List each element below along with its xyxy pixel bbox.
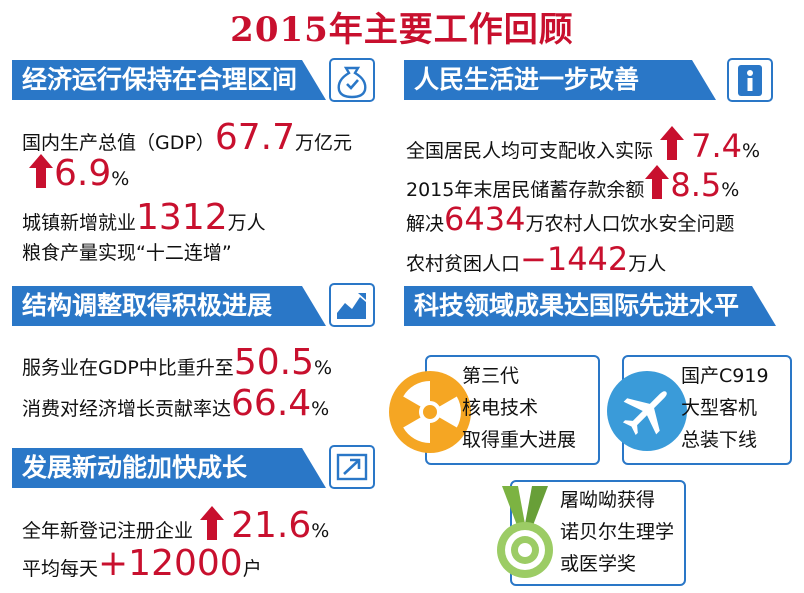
- poverty-prefix: 农村贫困人口: [406, 253, 521, 275]
- poverty-unit: 万人: [628, 253, 667, 275]
- nuclear-line-3: 取得重大进展: [462, 429, 577, 451]
- up-arrow-icon: [660, 126, 685, 160]
- up-arrow-icon: [200, 506, 225, 540]
- section-heading-structure: 结构调整取得积极进展: [12, 286, 326, 326]
- medal-icon: [492, 484, 558, 584]
- service-value: 50.5: [233, 342, 314, 383]
- section-heading-momentum: 发展新动能加快成长: [12, 448, 326, 488]
- gdp-line: 国内生产总值（GDP）67.7万亿元: [22, 120, 352, 156]
- aircraft-line-3: 总装下线: [681, 429, 758, 451]
- gdp-unit: 万亿元: [294, 132, 352, 154]
- gdp-growth-line: 6.9%: [28, 153, 129, 192]
- radiation-icon: [388, 370, 472, 454]
- water-prefix: 解决: [406, 213, 445, 235]
- nobel-line-2: 诺贝尔生理学: [560, 521, 675, 543]
- jobs-prefix: 城镇新增就业: [22, 212, 137, 234]
- aircraft-text: 国产C919 大型客机 总装下线: [681, 360, 769, 456]
- water-suffix: 万农村人口饮水安全问题: [525, 213, 735, 235]
- enterprise-line: 全年新登记注册企业 21.6%: [22, 505, 329, 544]
- enterprise-unit: %: [311, 520, 330, 542]
- jobs-line: 城镇新增就业1312万人: [22, 200, 266, 236]
- money-bag-icon: [329, 58, 375, 102]
- enterprise-prefix: 全年新登记注册企业: [22, 520, 194, 542]
- aircraft-line-1: 国产C919: [681, 365, 769, 387]
- daily-prefix: 平均每天: [22, 558, 99, 580]
- nobel-line-1: 屠呦呦获得: [560, 489, 656, 511]
- savings-unit: %: [721, 179, 740, 201]
- up-arrow-icon: [29, 154, 53, 188]
- consumption-value: 66.4: [231, 383, 312, 424]
- poverty-value: −1442: [520, 240, 629, 278]
- nuclear-text: 第三代 核电技术 取得重大进展: [462, 360, 576, 456]
- jobs-unit: 万人: [227, 212, 266, 234]
- income-value: 7.4: [691, 127, 742, 165]
- airplane-icon: [606, 370, 688, 452]
- income-unit: %: [742, 140, 761, 162]
- income-prefix: 全国居民人均可支配收入实际: [406, 140, 654, 162]
- gdp-prefix: 国内生产总值（GDP）: [22, 132, 215, 154]
- gdp-growth-value: 6.9: [54, 153, 112, 194]
- section-heading-tech: 科技领域成果达国际先进水平: [404, 286, 776, 326]
- jobs-value: 1312: [136, 197, 228, 238]
- daily-line: 平均每天+12000户: [22, 546, 262, 582]
- area-chart-icon: [329, 283, 375, 327]
- section-heading-livelihood: 人民生活进一步改善: [404, 60, 716, 100]
- income-line: 全国居民人均可支配收入实际 7.4%: [406, 125, 760, 162]
- nuclear-line-2: 核电技术: [462, 397, 539, 419]
- up-arrow-icon: [645, 165, 670, 199]
- poverty-line: 农村贫困人口−1442万人: [406, 243, 666, 275]
- savings-value: 8.5: [670, 166, 722, 204]
- page-title: 2015年主要工作回顾: [230, 10, 574, 50]
- consumption-line: 消费对经济增长贡献率达66.4%: [22, 386, 329, 422]
- gdp-growth-unit: %: [111, 168, 130, 190]
- savings-line: 2015年末居民储蓄存款余额 8.5%: [406, 164, 739, 201]
- nobel-text: 屠呦呦获得 诺贝尔生理学 或医学奖: [560, 484, 674, 580]
- person-info-icon: [727, 58, 773, 102]
- trend-up-icon: [329, 445, 375, 489]
- service-prefix: 服务业在GDP中比重升至: [22, 357, 234, 379]
- enterprise-value: 21.6: [231, 505, 312, 546]
- aircraft-line-2: 大型客机: [681, 397, 758, 419]
- section-heading-economy: 经济运行保持在合理区间: [12, 60, 326, 100]
- water-value: 6434: [444, 200, 526, 238]
- consumption-prefix: 消费对经济增长贡献率达: [22, 398, 232, 420]
- water-line: 解决6434万农村人口饮水安全问题: [406, 203, 734, 235]
- service-line: 服务业在GDP中比重升至50.5%: [22, 345, 332, 381]
- gdp-value: 67.7: [214, 117, 295, 158]
- savings-prefix: 2015年末居民储蓄存款余额: [406, 179, 645, 201]
- nobel-line-3: 或医学奖: [560, 553, 637, 575]
- grain-line: 粮食产量实现“十二连增”: [22, 242, 232, 264]
- consumption-unit: %: [311, 398, 330, 420]
- service-unit: %: [313, 357, 333, 379]
- nuclear-line-1: 第三代: [462, 365, 520, 387]
- daily-value: +12000: [98, 543, 243, 584]
- daily-unit: 户: [242, 558, 262, 580]
